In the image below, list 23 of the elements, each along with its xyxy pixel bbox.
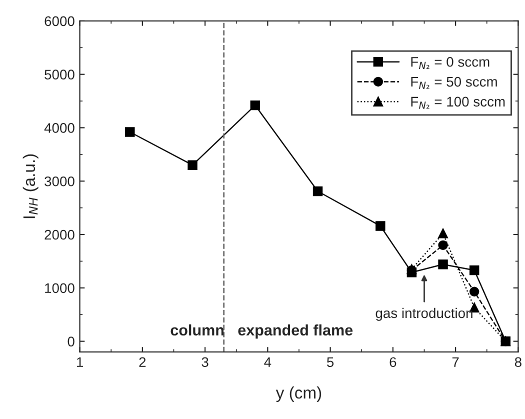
annotation: column xyxy=(170,324,224,336)
annotation: gas introduction xyxy=(376,308,472,321)
y-tick-label: 0 xyxy=(68,336,74,346)
x-tick-label: 5 xyxy=(326,357,334,368)
y-tick-label: 4000 xyxy=(44,123,74,133)
y-tick-label: 5000 xyxy=(44,70,74,80)
y-axis-title: I$_{NH}$ (a.u.) xyxy=(22,154,38,218)
x-tick-label: 1 xyxy=(76,357,83,367)
annotation: expanded flame xyxy=(238,324,353,339)
x-tick-label: 3 xyxy=(202,357,208,368)
legend-label: F$_{N₂}$ = 100 sccm xyxy=(411,96,505,109)
x-axis-title: y (cm) xyxy=(276,386,322,402)
x-tick-label: 4 xyxy=(264,357,272,367)
legend-label: F$_{N₂}$ = 50 sccm xyxy=(411,76,497,89)
y-tick-label: 3000 xyxy=(44,176,74,186)
y-tick-label: 2000 xyxy=(44,230,74,240)
y-tick-label: 1000 xyxy=(45,283,74,294)
y-tick-label: 6000 xyxy=(44,16,74,26)
x-tick-label: 6 xyxy=(390,357,396,368)
x-tick-label: 8 xyxy=(514,357,522,368)
legend-label: F$_{N₂}$ = 0 sccm xyxy=(411,56,490,69)
x-tick-label: 2 xyxy=(139,357,146,367)
x-tick-label: 7 xyxy=(452,357,459,367)
